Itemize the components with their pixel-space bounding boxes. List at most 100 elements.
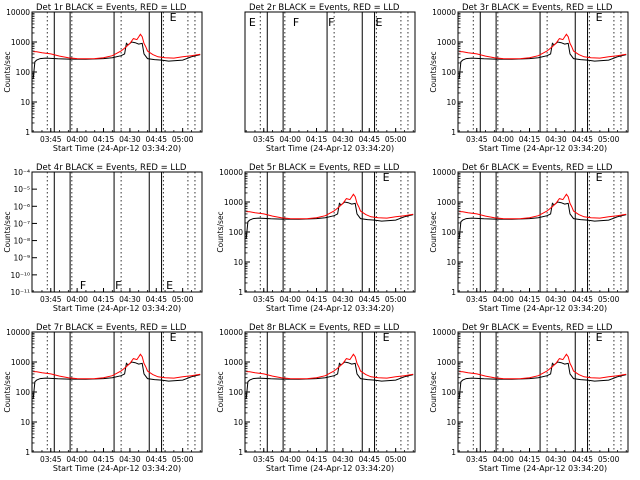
x-axis-label: Start Time (24-Apr-12 03:34:20) [53, 464, 181, 473]
y-tick-label: 1 [238, 288, 243, 297]
series-line-events [245, 201, 414, 239]
x-tick-label: 04:00 [279, 295, 301, 304]
plot-area [458, 172, 627, 292]
series-line-events [458, 361, 627, 399]
plot-area [458, 12, 627, 132]
y-tick-label: 1 [25, 448, 30, 457]
y-tick-label: 10 [446, 418, 456, 427]
flag-letter: E [376, 16, 383, 29]
plot-frame [31, 331, 203, 453]
x-tick-label: 04:15 [306, 455, 328, 464]
y-axis-label: Counts/sec [216, 211, 225, 252]
y-tick-label: 100 [229, 388, 244, 397]
plot-frame [457, 11, 629, 133]
x-tick-label: 04:45 [145, 295, 167, 304]
flag-letter: E [596, 331, 603, 344]
x-tick-label: 04:30 [545, 455, 567, 464]
panel-title: Det 6r BLACK = Events, RED = LLD [462, 163, 613, 173]
x-tick-label: 04:00 [492, 295, 514, 304]
x-tick-label: 04:30 [119, 295, 141, 304]
y-tick-label: 100 [442, 68, 457, 77]
flag-letter: E [166, 279, 173, 292]
x-tick-label: 05:00 [172, 135, 194, 144]
plot-frame [244, 171, 416, 293]
x-tick-label: 04:00 [279, 455, 301, 464]
y-tick-label: 100 [16, 68, 31, 77]
flag-letter: F [115, 279, 121, 292]
x-tick-label: 04:45 [571, 295, 593, 304]
y-tick-label: 100 [16, 388, 31, 397]
x-tick-label: 04:00 [492, 455, 514, 464]
y-tick-label: 1000 [437, 198, 456, 207]
x-tick-label: 04:45 [571, 455, 593, 464]
plot-frame [244, 331, 416, 453]
x-tick-label: 05:00 [172, 455, 194, 464]
x-tick-label: 04:30 [545, 295, 567, 304]
y-axis-label: Counts/sec [3, 211, 12, 252]
panel-title: Det 4r BLACK = Events, RED = LLD [36, 163, 187, 173]
x-axis-label: Start Time (24-Apr-12 03:34:20) [479, 464, 607, 473]
y-tick-label: 10⁻⁹ [13, 254, 30, 263]
flag-letter: E [170, 11, 177, 24]
flag-letter: E [249, 16, 256, 29]
x-tick-label: 04:45 [358, 135, 380, 144]
panel-title: Det 7r BLACK = Events, RED = LLD [36, 323, 187, 333]
plot-area [32, 332, 201, 452]
flag-letter: F [80, 279, 86, 292]
x-axis-label: Start Time (24-Apr-12 03:34:20) [266, 304, 394, 313]
flag-letter: E [596, 171, 603, 184]
panel-title: Det 9r BLACK = Events, RED = LLD [462, 323, 613, 333]
flag-letter: F [293, 16, 299, 29]
y-axis-label: Counts/sec [3, 51, 12, 92]
x-axis-label: Start Time (24-Apr-12 03:34:20) [53, 304, 181, 313]
series-line-events [32, 361, 201, 399]
series-line-lld [33, 353, 201, 380]
x-tick-label: 04:45 [145, 135, 167, 144]
y-tick-label: 1000 [437, 38, 456, 47]
plot-frame [31, 171, 203, 293]
series-line-events [245, 361, 414, 399]
x-tick-label: 04:30 [332, 295, 354, 304]
y-tick-label: 10000 [6, 328, 30, 337]
series-line-events [458, 201, 627, 239]
y-tick-label: 10 [446, 98, 456, 107]
y-tick-label: 10⁻⁶ [13, 202, 30, 211]
y-tick-label: 10 [233, 258, 243, 267]
plot-area [32, 12, 201, 132]
y-tick-label: 10 [20, 418, 30, 427]
panel-det-2r: Det 2r BLACK = Events, RED = LLD E F F E 03:4… [244, 3, 416, 153]
plot-frame [31, 11, 203, 133]
series-line-lld [33, 33, 201, 60]
y-tick-label: 10000 [432, 328, 456, 337]
x-tick-label: 04:00 [279, 135, 301, 144]
y-tick-label: 1 [451, 448, 456, 457]
x-tick-label: 05:00 [598, 135, 620, 144]
x-tick-label: 04:00 [66, 455, 88, 464]
panel-det-4r: Det 4r BLACK = Events, RED = LLD F F E 03:45… [3, 163, 203, 313]
x-tick-label: 04:15 [306, 295, 328, 304]
flag-letter: E [596, 11, 603, 24]
plot-area [458, 332, 627, 452]
plot-frame [244, 11, 416, 133]
series-line-lld [246, 193, 414, 220]
flag-letter: F [328, 16, 334, 29]
y-tick-label: 10⁻¹⁰ [10, 271, 30, 280]
x-tick-label: 03:45 [466, 295, 488, 304]
x-tick-label: 04:15 [93, 135, 115, 144]
x-tick-label: 03:45 [253, 455, 275, 464]
x-tick-label: 04:30 [332, 135, 354, 144]
x-tick-label: 04:15 [519, 455, 541, 464]
plot-area [259, 12, 409, 132]
panel-title: Det 2r BLACK = Events, RED = LLD [249, 3, 400, 13]
x-tick-label: 05:00 [172, 295, 194, 304]
y-tick-label: 10000 [432, 8, 456, 17]
series-line-lld [459, 353, 627, 380]
x-tick-label: 04:15 [519, 295, 541, 304]
x-tick-label: 04:30 [332, 455, 354, 464]
